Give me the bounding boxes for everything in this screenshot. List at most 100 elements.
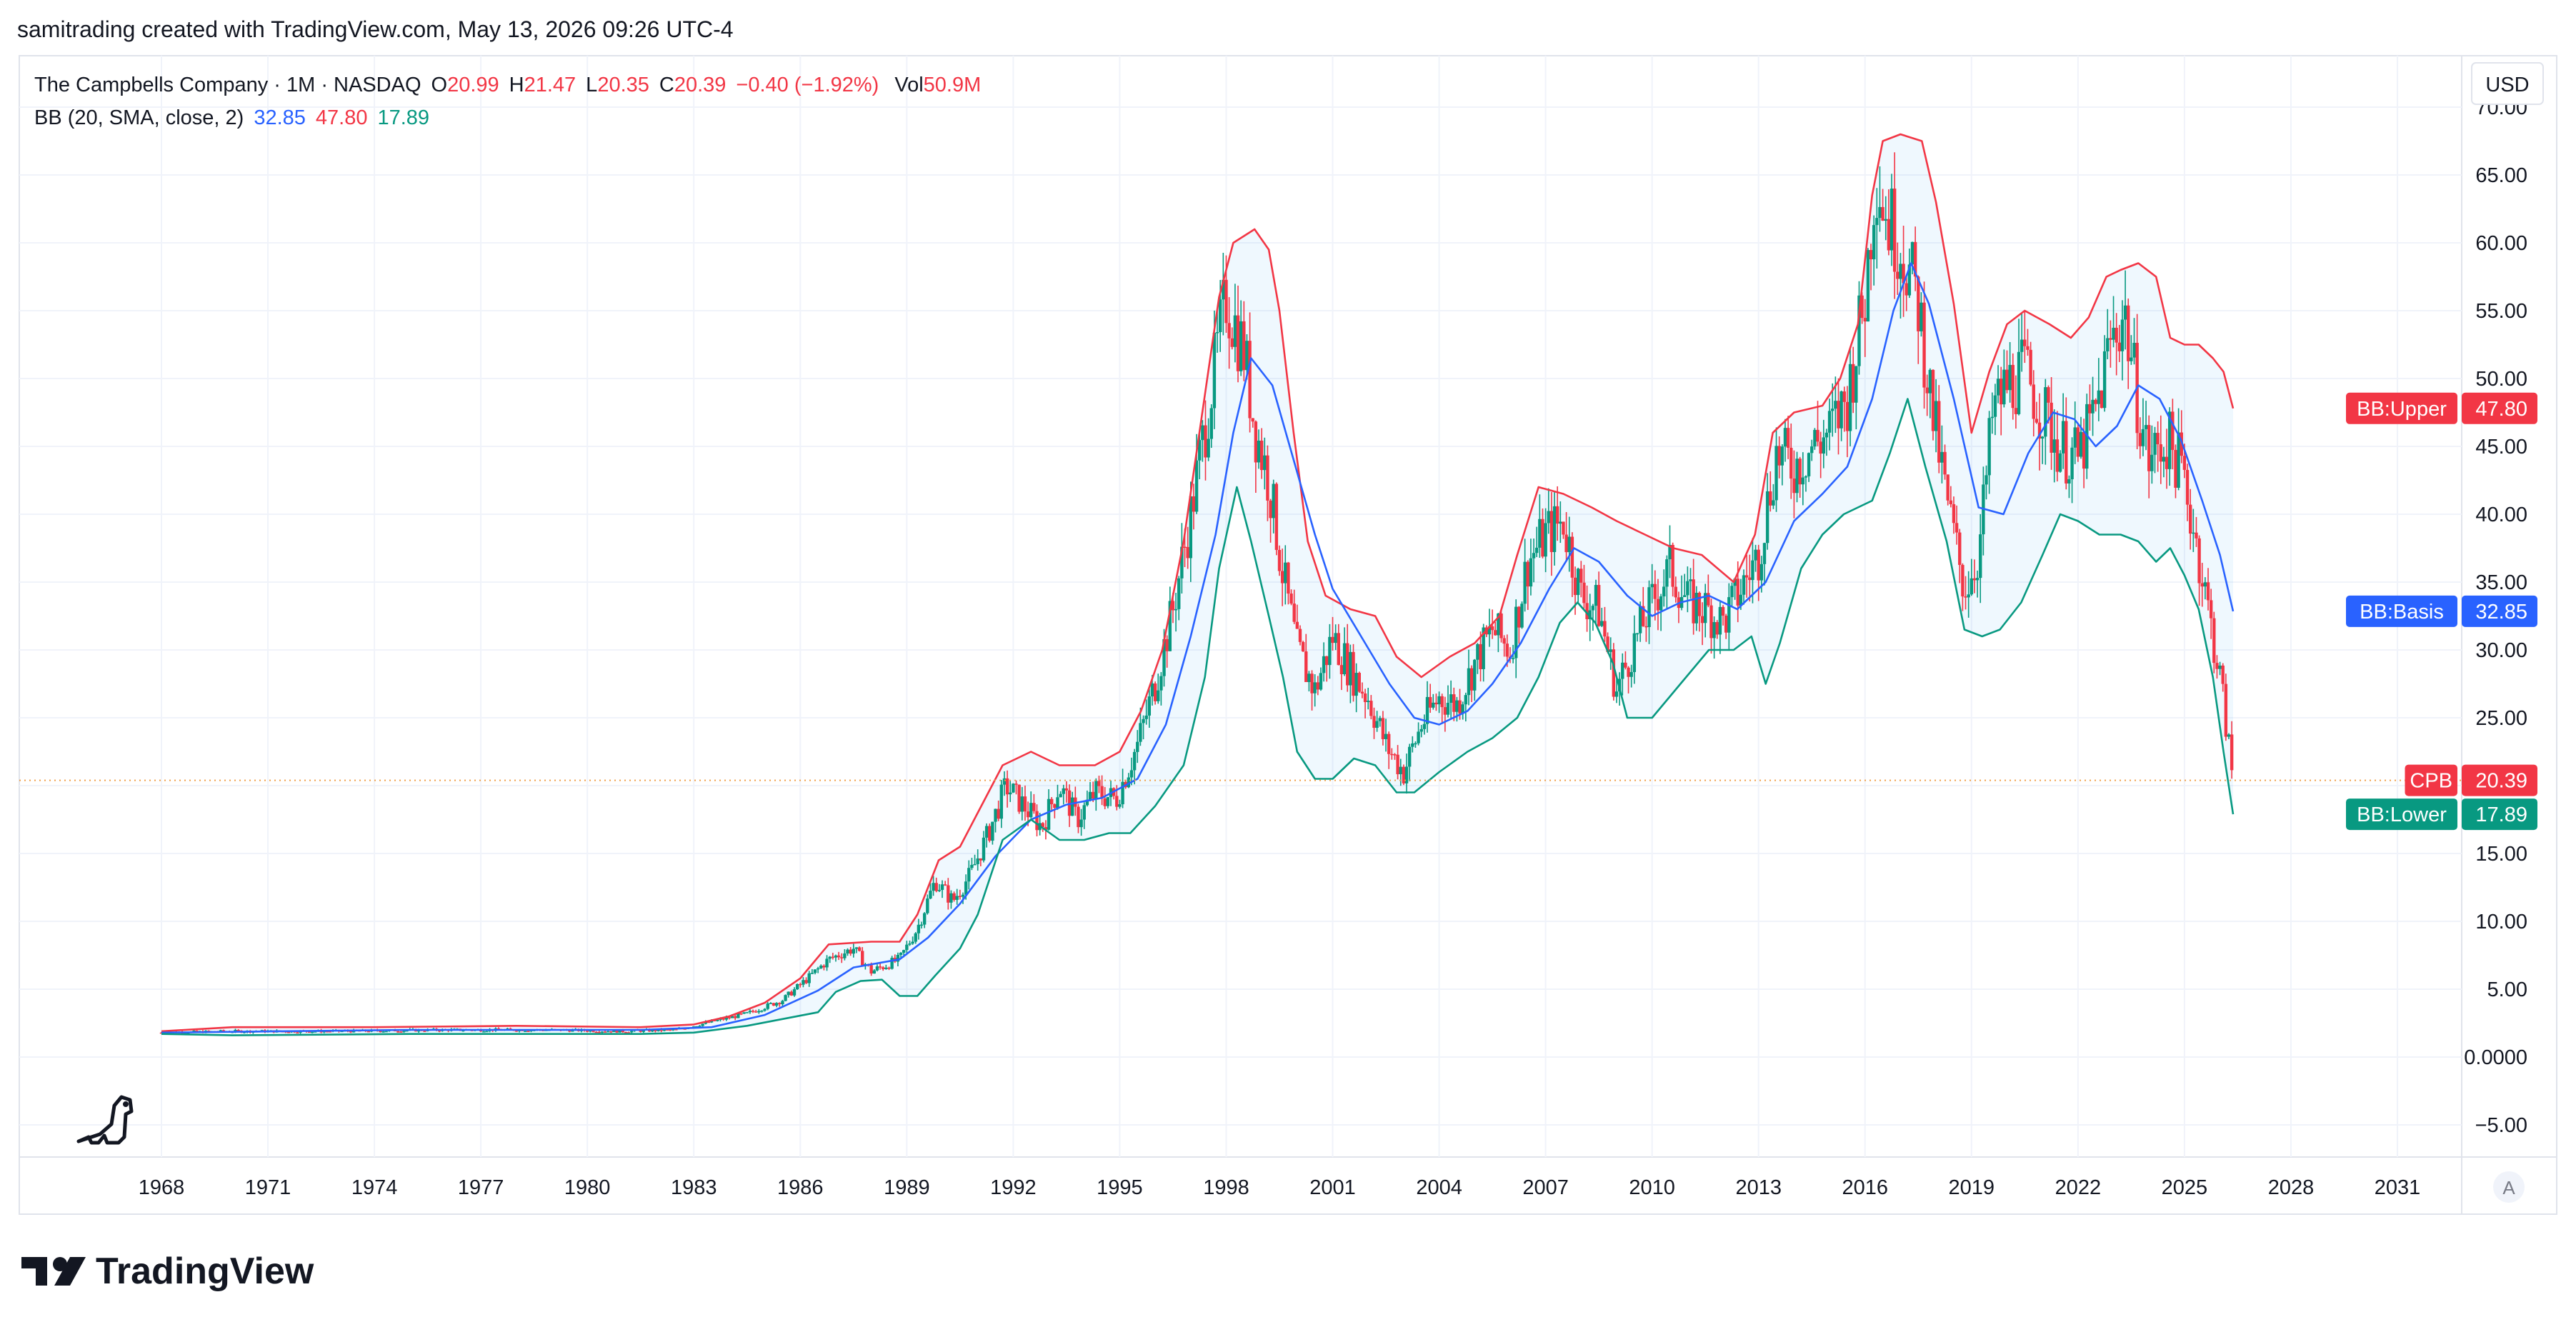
candle[interactable] [1689, 568, 1692, 599]
candle[interactable] [1473, 659, 1477, 701]
candle[interactable] [1822, 419, 1825, 469]
candle[interactable] [2171, 399, 2175, 470]
candle[interactable] [2177, 408, 2180, 491]
candle[interactable] [994, 808, 997, 833]
candle[interactable] [2230, 721, 2234, 779]
candle[interactable] [1192, 484, 1196, 530]
candle[interactable] [1552, 491, 1557, 566]
candle[interactable] [1017, 784, 1021, 814]
candle[interactable] [1798, 456, 1802, 498]
candle[interactable] [1647, 580, 1651, 644]
candle[interactable] [1979, 514, 1982, 604]
candle[interactable] [1819, 431, 1822, 479]
candle[interactable] [1419, 724, 1423, 738]
candle[interactable] [872, 969, 876, 974]
candle[interactable] [2088, 384, 2092, 431]
candle[interactable] [1671, 542, 1674, 597]
candle[interactable] [1437, 691, 1441, 713]
candle[interactable] [1627, 666, 1630, 693]
candle[interactable] [1494, 621, 1497, 636]
candle[interactable] [1121, 768, 1124, 808]
candle[interactable] [1866, 248, 1870, 322]
candle[interactable] [734, 1014, 737, 1021]
candle[interactable] [2106, 309, 2110, 360]
candle[interactable] [1600, 608, 1604, 628]
candle[interactable] [1067, 784, 1072, 827]
candle[interactable] [1919, 292, 1923, 337]
candle[interactable] [745, 1011, 749, 1013]
candle[interactable] [1059, 791, 1062, 798]
candle[interactable] [799, 982, 802, 988]
candle[interactable] [1284, 545, 1287, 605]
candle[interactable] [999, 780, 1004, 828]
candle[interactable] [784, 994, 787, 1002]
candle[interactable] [1396, 745, 1399, 780]
candle[interactable] [2073, 401, 2077, 464]
candle[interactable] [1964, 576, 1967, 610]
candle[interactable] [1334, 624, 1337, 651]
candle[interactable] [2197, 535, 2201, 606]
candle[interactable] [1721, 605, 1725, 626]
candle[interactable] [1538, 494, 1542, 558]
candle[interactable] [1064, 781, 1069, 803]
candle[interactable] [2203, 577, 2207, 600]
candle[interactable] [1990, 392, 1994, 434]
candle[interactable] [2058, 450, 2062, 473]
candle[interactable] [2100, 390, 2104, 409]
candle[interactable] [778, 1002, 782, 1007]
candle[interactable] [1520, 601, 1524, 629]
candle[interactable] [1792, 450, 1796, 519]
candle[interactable] [905, 941, 909, 956]
candle[interactable] [1239, 300, 1243, 376]
candle[interactable] [1769, 471, 1772, 512]
candle[interactable] [1709, 598, 1713, 654]
candle[interactable] [2156, 421, 2160, 472]
candle[interactable] [1352, 644, 1355, 702]
candle[interactable] [2153, 426, 2157, 474]
candle[interactable] [1088, 781, 1092, 802]
candle[interactable] [1106, 796, 1110, 808]
candle[interactable] [1357, 671, 1361, 693]
candle[interactable] [1372, 707, 1376, 739]
candle[interactable] [789, 990, 794, 996]
candle[interactable] [1452, 687, 1456, 721]
candle[interactable] [1404, 753, 1409, 794]
candle[interactable] [1928, 368, 1932, 419]
candle[interactable] [1597, 571, 1601, 627]
candle[interactable] [884, 964, 888, 970]
candle[interactable] [1801, 452, 1805, 506]
candle[interactable] [1541, 508, 1544, 559]
candle[interactable] [402, 1030, 406, 1033]
candle[interactable] [970, 858, 974, 871]
candle[interactable] [1103, 786, 1107, 810]
candle[interactable] [774, 1002, 779, 1008]
candle[interactable] [1259, 428, 1264, 479]
candle[interactable] [1020, 786, 1024, 821]
candle[interactable] [1050, 797, 1054, 812]
candle[interactable] [1913, 226, 1917, 291]
candle[interactable] [1455, 696, 1459, 722]
candle[interactable] [1576, 567, 1580, 603]
candle[interactable] [1650, 564, 1654, 604]
candle[interactable] [828, 956, 832, 963]
candle[interactable] [2000, 366, 2003, 436]
candle[interactable] [1204, 400, 1207, 481]
candle[interactable] [1342, 627, 1347, 676]
candle[interactable] [1547, 488, 1550, 534]
candle[interactable] [1257, 429, 1261, 469]
candle[interactable] [1972, 559, 1977, 594]
candle[interactable] [807, 971, 811, 987]
candle[interactable] [2061, 393, 2065, 469]
candle[interactable] [1053, 803, 1057, 818]
candle[interactable] [2094, 398, 2097, 412]
candle[interactable] [1215, 309, 1219, 353]
candle[interactable] [1555, 486, 1559, 541]
candle[interactable] [1248, 312, 1252, 433]
candle[interactable] [1707, 574, 1710, 608]
candle[interactable] [2212, 611, 2216, 673]
candle[interactable] [2109, 320, 2112, 368]
candle[interactable] [1993, 384, 1997, 436]
candle[interactable] [1845, 386, 1849, 458]
candle[interactable] [932, 876, 935, 896]
candle[interactable] [2079, 416, 2083, 459]
